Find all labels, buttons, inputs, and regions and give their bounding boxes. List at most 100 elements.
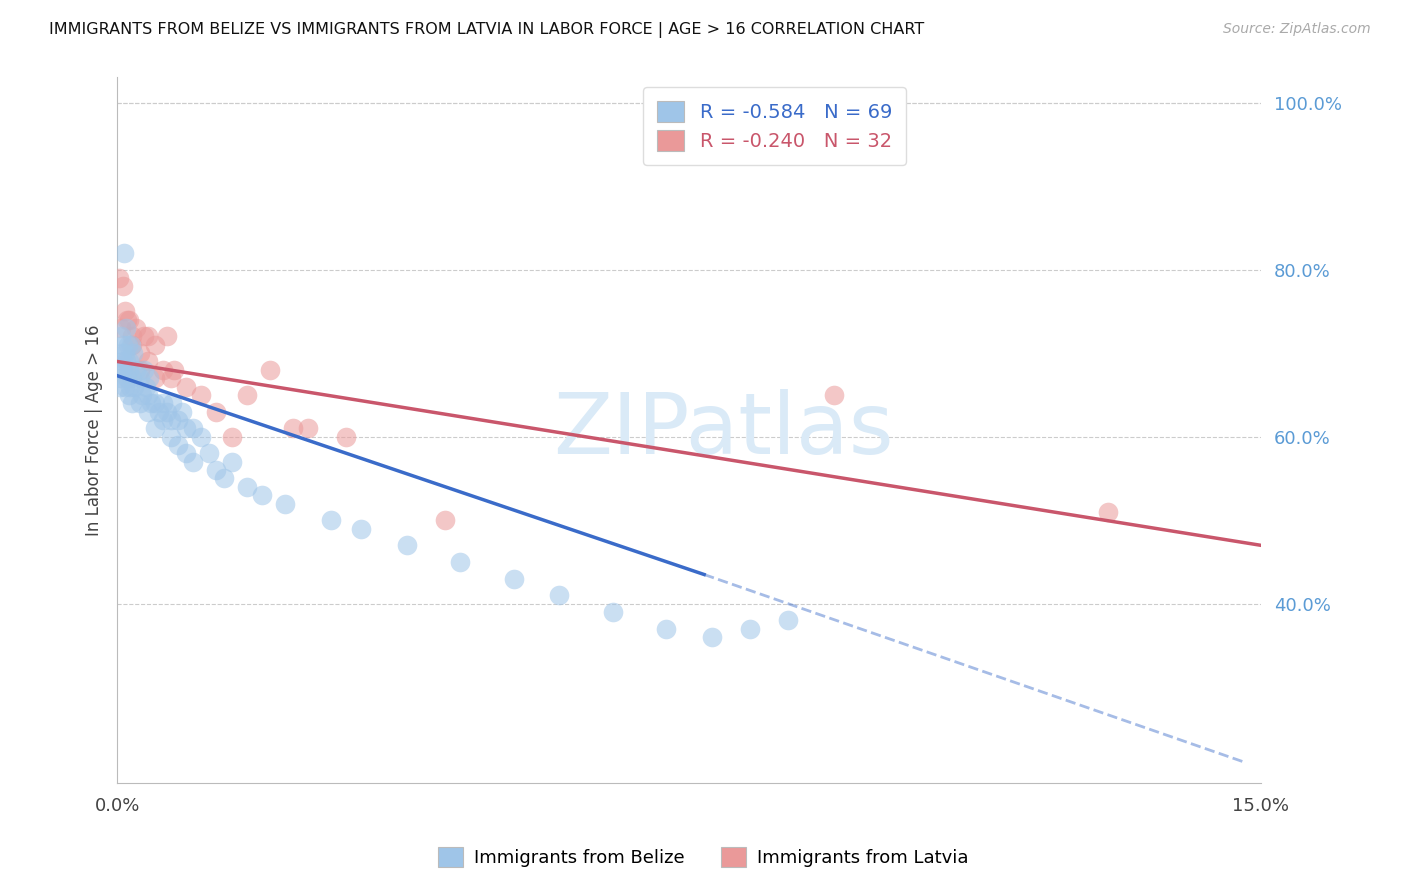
Point (121, 396, 143, 410)
Point (776, 614, 799, 628)
Point (120, 379, 142, 393)
Point (112, 279, 135, 293)
Point (738, 622, 761, 636)
Point (122, 379, 145, 393)
Point (163, 363, 186, 377)
Point (197, 446, 219, 460)
Point (236, 388, 259, 402)
Point (548, 588, 571, 602)
Point (121, 329, 143, 343)
Point (108, 271, 131, 285)
Y-axis label: In Labor Force | Age > 16: In Labor Force | Age > 16 (86, 325, 103, 536)
Point (141, 396, 163, 410)
Point (125, 321, 148, 335)
Point (156, 329, 179, 343)
Point (112, 363, 135, 377)
Point (114, 304, 136, 318)
Text: ZIPatlas: ZIPatlas (553, 389, 893, 472)
Point (129, 371, 152, 385)
Point (297, 421, 319, 435)
Point (221, 430, 243, 444)
Point (183, 421, 205, 435)
Point (250, 488, 273, 502)
Point (117, 363, 139, 377)
Point (136, 388, 159, 402)
Point (115, 312, 138, 326)
Point (121, 371, 143, 385)
Point (190, 388, 212, 402)
Point (160, 396, 183, 410)
Point (115, 371, 138, 385)
Point (183, 455, 205, 469)
Text: Source: ZipAtlas.com: Source: ZipAtlas.com (1223, 22, 1371, 37)
Point (108, 363, 131, 377)
Point (433, 513, 456, 527)
Point (655, 622, 678, 636)
Point (152, 413, 174, 427)
Point (114, 346, 136, 360)
Point (274, 496, 297, 510)
Point (129, 346, 152, 360)
Point (148, 404, 170, 418)
Point (167, 438, 190, 452)
Point (602, 605, 624, 619)
Point (350, 522, 373, 536)
Point (143, 371, 166, 385)
Point (110, 371, 132, 385)
Point (152, 363, 174, 377)
Point (122, 346, 145, 360)
Point (143, 338, 166, 352)
Point (112, 338, 135, 352)
Point (115, 354, 138, 368)
Point (502, 572, 524, 586)
Point (110, 379, 132, 393)
Point (281, 421, 304, 435)
Point (174, 446, 197, 460)
Point (136, 329, 159, 343)
Point (221, 455, 243, 469)
Point (131, 388, 153, 402)
Point (449, 555, 471, 569)
Point (205, 404, 228, 418)
Point (170, 404, 193, 418)
Point (205, 463, 228, 477)
Point (118, 354, 141, 368)
Point (159, 430, 181, 444)
Point (129, 396, 152, 410)
Point (1097, 505, 1119, 519)
Point (395, 538, 418, 552)
Point (159, 371, 181, 385)
Point (112, 245, 135, 260)
Point (120, 338, 142, 352)
Legend: Immigrants from Belize, Immigrants from Latvia: Immigrants from Belize, Immigrants from … (430, 839, 976, 874)
Point (156, 404, 179, 418)
Point (143, 421, 166, 435)
Point (236, 480, 259, 494)
Point (114, 379, 136, 393)
Point (174, 379, 197, 393)
Point (143, 396, 166, 410)
Point (129, 363, 152, 377)
Point (121, 338, 143, 352)
Point (125, 363, 148, 377)
Point (111, 346, 134, 360)
Point (335, 430, 357, 444)
Point (174, 421, 197, 435)
Point (110, 329, 132, 343)
Point (212, 471, 235, 485)
Point (117, 312, 139, 326)
Point (167, 413, 190, 427)
Point (700, 630, 723, 644)
Point (190, 430, 212, 444)
Point (117, 388, 139, 402)
Point (259, 363, 281, 377)
Point (823, 388, 845, 402)
Text: IMMIGRANTS FROM BELIZE VS IMMIGRANTS FROM LATVIA IN LABOR FORCE | AGE > 16 CORRE: IMMIGRANTS FROM BELIZE VS IMMIGRANTS FRO… (49, 22, 925, 38)
Point (110, 321, 132, 335)
Point (132, 329, 155, 343)
Point (135, 379, 157, 393)
Point (319, 513, 342, 527)
Point (152, 396, 174, 410)
Legend: R = -0.584   N = 69, R = -0.240   N = 32: R = -0.584 N = 69, R = -0.240 N = 32 (644, 87, 905, 164)
Point (136, 354, 159, 368)
